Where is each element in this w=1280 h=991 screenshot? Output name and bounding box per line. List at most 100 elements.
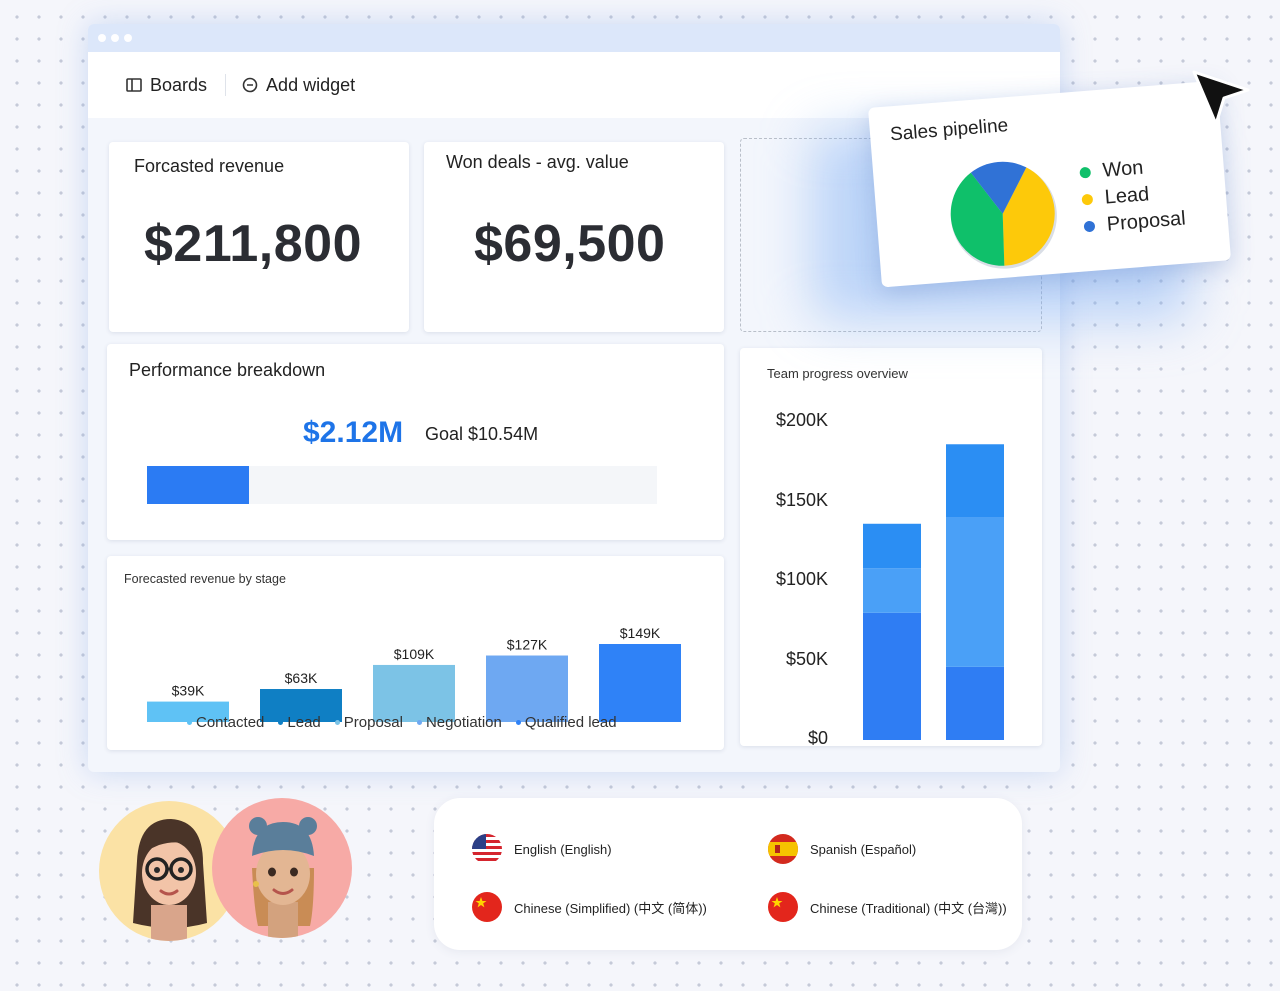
boards-button[interactable]: Boards (126, 75, 207, 96)
legend-dot-icon (1079, 166, 1092, 179)
stage-chart-legend: Contacted Lead Proposal Negotiation Qualifie… (187, 714, 617, 731)
legend-dot-icon (278, 720, 284, 725)
boards-icon (126, 78, 142, 92)
sales-pipeline-legend: Won Lead Proposal (1079, 154, 1187, 243)
avatar-woman-glasses-icon (133, 819, 207, 941)
y-axis-tick-label: $100K (775, 569, 828, 589)
window-dot[interactable] (124, 34, 132, 42)
stage-bar (260, 689, 342, 722)
avatar-user-2[interactable] (212, 798, 352, 938)
forecast-revenue-title: Forcasted revenue (134, 156, 285, 176)
stage-bar-label: $63K (285, 670, 318, 686)
pipeline-legend-label: Proposal (1106, 207, 1187, 236)
stage-legend-item[interactable]: Qualified lead (515, 714, 617, 731)
stage-bar (599, 644, 681, 722)
language-label: Chinese (Traditional) (中文 (台灣)) (810, 900, 1007, 916)
pipeline-legend-label: Lead (1103, 183, 1150, 209)
pipeline-legend-label: Won (1101, 156, 1145, 182)
team-bar-segment (946, 666, 1004, 740)
team-progress-card[interactable]: Team progress overview $200K $150K $100K $5… (740, 348, 1042, 748)
window-controls (98, 34, 132, 42)
pipeline-legend-item[interactable]: Proposal (1083, 207, 1186, 238)
pie-slice (950, 172, 1005, 266)
legend-dot-icon (416, 720, 422, 725)
us-flag-icon (472, 834, 502, 864)
window-titlebar (88, 24, 1060, 52)
language-option-spanish[interactable]: Spanish (Español) (768, 834, 916, 864)
stage-legend-label: Proposal (343, 714, 403, 731)
add-widget-label: Add widget (266, 74, 356, 95)
sales-pipeline-pie (950, 161, 1057, 269)
won-deals-title: Won deals - avg. value (446, 152, 629, 172)
window-dot[interactable] (98, 34, 106, 42)
stage-legend-label: Contacted (196, 714, 265, 731)
stage-bar (147, 701, 229, 722)
y-axis-tick-label: $50K (785, 648, 828, 669)
performance-progress-fill (147, 466, 249, 504)
language-label: Chinese (Simplified) (中文 (简体)) (514, 900, 707, 916)
language-option-chinese-simplified[interactable]: Chinese (Simplified) (中文 (简体)) (472, 892, 707, 922)
pie-slice (1002, 167, 1055, 266)
performance-title: Performance breakdown (129, 360, 326, 380)
stage-bar-label: $149K (620, 625, 661, 641)
performance-goal: Goal $10.54M (425, 424, 539, 444)
legend-dot-icon (1081, 193, 1094, 206)
boards-label: Boards (150, 74, 208, 95)
forecast-revenue-card[interactable]: Forcasted revenue $211,800 (109, 142, 409, 332)
stage-bar (486, 655, 568, 722)
team-bar-chart (863, 444, 1004, 740)
pie-slice (970, 161, 1027, 214)
forecast-revenue-value: $211,800 (144, 215, 363, 273)
stage-legend-item[interactable]: Contacted (187, 714, 264, 731)
team-progress-title: Team progress overview (767, 366, 908, 381)
team-bar-segment (863, 568, 921, 613)
stage-legend-label: Qualified lead (524, 714, 617, 731)
stage-bar-chart: $39K $63K $109K $127K $149K (147, 625, 681, 722)
language-option-english[interactable]: English (English) (472, 834, 612, 864)
language-label: Spanish (Español) (810, 841, 917, 857)
team-bar-segment (946, 444, 1004, 518)
language-label: English (English) (514, 841, 612, 857)
legend-dot-icon (334, 720, 340, 725)
window-dot[interactable] (111, 34, 119, 42)
won-deals-value: $69,500 (474, 215, 666, 273)
stage-chart-card[interactable]: Forecasted revenue by stage $39K $63K $109… (107, 556, 724, 750)
legend-dot-icon (515, 720, 521, 725)
china-flag-icon (768, 892, 798, 922)
team-bar-segment (946, 517, 1004, 667)
y-axis-tick-label: $150K (775, 489, 828, 510)
performance-progress-track (147, 466, 657, 504)
language-selector: English (English) Spanish (Español) Chin… (434, 798, 1022, 950)
team-bar-segment (863, 523, 921, 569)
stage-legend-label: Negotiation (425, 714, 502, 731)
language-option-chinese-traditional[interactable]: Chinese (Traditional) (中文 (台灣)) (768, 892, 1007, 922)
sales-pipeline-title: Sales pipeline (889, 115, 1009, 146)
legend-dot-icon (1083, 220, 1096, 233)
pipeline-legend-item[interactable]: Won (1079, 154, 1182, 185)
avatar-woman-beanie-icon (249, 817, 317, 938)
stage-chart-title: Forecasted revenue by stage (124, 572, 286, 586)
team-bar-segment (863, 612, 921, 740)
stage-bar (373, 664, 455, 722)
stage-legend-label: Lead (287, 714, 321, 731)
add-circle-icon (242, 77, 258, 93)
won-deals-card[interactable]: Won deals - avg. value $69,500 (424, 142, 724, 332)
performance-breakdown-card[interactable]: Performance breakdown $2.12M Goal $10.54… (107, 344, 724, 540)
y-axis-tick-label: $200K (775, 410, 828, 430)
stage-legend-item[interactable]: Proposal (334, 714, 403, 731)
mouse-pointer-icon (1192, 70, 1250, 126)
stage-bar-label: $127K (507, 637, 548, 653)
y-axis-tick-label: $0 (807, 728, 828, 748)
sales-pipeline-card[interactable]: Sales pipeline Won Lead Proposal (868, 80, 1232, 288)
add-widget-button[interactable]: Add widget (242, 75, 355, 96)
pipeline-legend-item[interactable]: Lead (1081, 181, 1184, 212)
stage-bar-label: $39K (172, 683, 205, 699)
stage-legend-item[interactable]: Lead (278, 714, 321, 731)
stage-legend-item[interactable]: Negotiation (416, 714, 502, 731)
toolbar-divider (225, 74, 227, 96)
stage-bar-label: $109K (394, 646, 435, 662)
spain-flag-icon (768, 834, 798, 864)
china-flag-icon (472, 892, 502, 922)
legend-dot-icon (187, 720, 192, 725)
performance-value: $2.12M (303, 416, 404, 449)
